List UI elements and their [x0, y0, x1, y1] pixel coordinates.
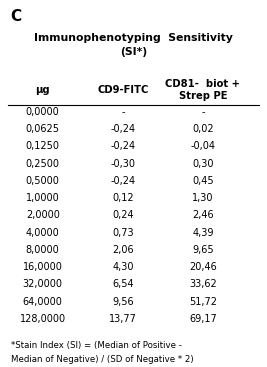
Text: 0,2500: 0,2500: [26, 159, 60, 169]
Text: 2,0000: 2,0000: [26, 210, 60, 221]
Text: 0,0000: 0,0000: [26, 107, 60, 117]
Text: -0,04: -0,04: [190, 141, 215, 152]
Text: -: -: [121, 107, 125, 117]
Text: 0,5000: 0,5000: [26, 176, 60, 186]
Text: 16,0000: 16,0000: [23, 262, 63, 272]
Text: 0,24: 0,24: [112, 210, 134, 221]
Text: 0,73: 0,73: [112, 228, 134, 238]
Text: 2,46: 2,46: [192, 210, 214, 221]
Text: 20,46: 20,46: [189, 262, 217, 272]
Text: -0,24: -0,24: [110, 124, 135, 134]
Text: *Stain Index (SI) = (Median of Positive -: *Stain Index (SI) = (Median of Positive …: [11, 341, 182, 350]
Text: 33,62: 33,62: [189, 279, 217, 290]
Text: 8,0000: 8,0000: [26, 245, 60, 255]
Text: 4,0000: 4,0000: [26, 228, 60, 238]
Text: CD9-FITC: CD9-FITC: [97, 85, 148, 95]
Text: 128,0000: 128,0000: [20, 314, 66, 324]
Text: 13,77: 13,77: [109, 314, 137, 324]
Text: Immunophenotyping  Sensitivity
(SI*): Immunophenotyping Sensitivity (SI*): [34, 33, 233, 57]
Text: 0,12: 0,12: [112, 193, 134, 203]
Text: 32,0000: 32,0000: [23, 279, 63, 290]
Text: 0,1250: 0,1250: [26, 141, 60, 152]
Text: CD81-  biot +
Strep PE: CD81- biot + Strep PE: [166, 79, 240, 101]
Text: 1,30: 1,30: [192, 193, 214, 203]
Text: 0,0625: 0,0625: [26, 124, 60, 134]
Text: 4,30: 4,30: [112, 262, 134, 272]
Text: 0,30: 0,30: [192, 159, 214, 169]
Text: Median of Negative) / (SD of Negative * 2): Median of Negative) / (SD of Negative * …: [11, 356, 193, 364]
Text: -0,24: -0,24: [110, 176, 135, 186]
Text: 9,65: 9,65: [192, 245, 214, 255]
Text: C: C: [11, 9, 22, 24]
Text: 69,17: 69,17: [189, 314, 217, 324]
Text: 9,56: 9,56: [112, 297, 134, 307]
Text: 0,02: 0,02: [192, 124, 214, 134]
Text: 4,39: 4,39: [192, 228, 214, 238]
Text: -0,24: -0,24: [110, 141, 135, 152]
Text: -0,30: -0,30: [110, 159, 135, 169]
Text: -: -: [201, 107, 205, 117]
Text: 6,54: 6,54: [112, 279, 134, 290]
Text: µg: µg: [36, 85, 50, 95]
Text: 0,45: 0,45: [192, 176, 214, 186]
Text: 51,72: 51,72: [189, 297, 217, 307]
Text: 64,0000: 64,0000: [23, 297, 63, 307]
Text: 2,06: 2,06: [112, 245, 134, 255]
Text: 1,0000: 1,0000: [26, 193, 60, 203]
